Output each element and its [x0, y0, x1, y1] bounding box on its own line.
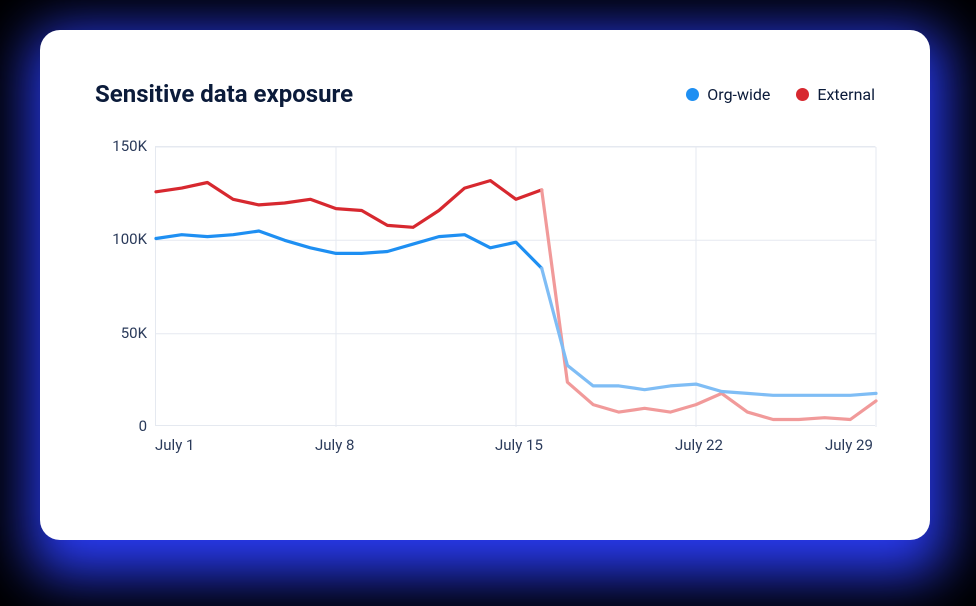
legend-label-orgwide: Org-wide [707, 85, 770, 104]
y-tick: 50K [87, 324, 147, 342]
line-external-solid [156, 181, 542, 228]
legend-item-orgwide: Org-wide [686, 85, 770, 104]
legend-dot-external [796, 88, 809, 101]
plot-region [155, 146, 875, 426]
y-tick: 150K [87, 137, 147, 155]
x-tick: July 1 [155, 436, 194, 454]
chart-legend: Org-wide External [686, 85, 875, 104]
y-axis: 150K 100K 50K 0 [87, 146, 147, 426]
chart-header: Sensitive data exposure Org-wide Externa… [95, 80, 875, 108]
gridlines [156, 147, 876, 427]
line-orgwide-solid [156, 231, 542, 268]
legend-dot-orgwide [686, 88, 699, 101]
x-tick: July 8 [315, 436, 354, 454]
x-tick: July 22 [675, 436, 723, 454]
chart-card: Sensitive data exposure Org-wide Externa… [40, 30, 930, 540]
legend-item-external: External [796, 85, 875, 104]
x-tick: July 29 [825, 436, 873, 454]
chart-title: Sensitive data exposure [95, 80, 353, 108]
y-tick: 100K [87, 230, 147, 248]
line-orgwide-faded [542, 268, 876, 395]
x-tick: July 15 [495, 436, 543, 454]
legend-label-external: External [817, 85, 875, 104]
y-tick: 0 [87, 417, 147, 435]
chart-svg [156, 147, 875, 425]
